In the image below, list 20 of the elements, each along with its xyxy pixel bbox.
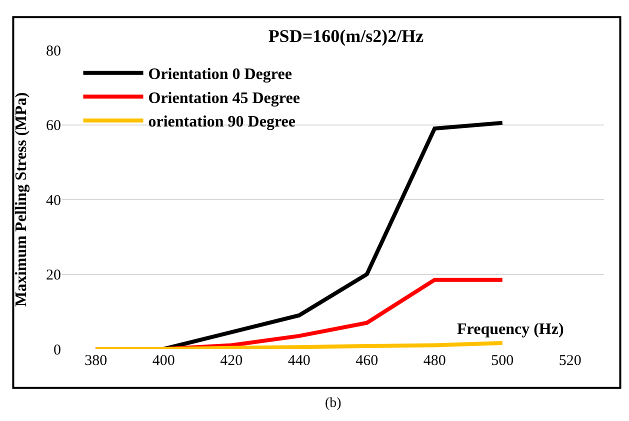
y-tick-label: 20 bbox=[46, 268, 61, 284]
legend-label: Orientation 45 Degree bbox=[148, 90, 300, 107]
y-tick-label: 60 bbox=[46, 118, 61, 134]
x-tick-label: 420 bbox=[220, 353, 243, 369]
chart-title: PSD=160(m/s2)2/Hz bbox=[268, 26, 424, 46]
x-tick-label: 460 bbox=[356, 353, 378, 369]
legend-label: Orientation 0 Degree bbox=[148, 66, 292, 84]
x-tick-label: 380 bbox=[84, 353, 108, 369]
x-tick-label: 520 bbox=[558, 353, 582, 369]
x-axis-title: Frequency (Hz) bbox=[457, 321, 564, 338]
y-axis-title: Maximum Pelling Stress (MPa) bbox=[12, 92, 30, 307]
y-tick-label: 0 bbox=[54, 342, 61, 358]
y-tick-label: 40 bbox=[46, 192, 61, 209]
x-tick-label: 480 bbox=[423, 353, 446, 369]
x-tick-label: 400 bbox=[152, 353, 175, 369]
legend-label: orientation 90 Degree bbox=[148, 114, 296, 131]
x-tick-label: 440 bbox=[288, 353, 310, 369]
text: (b) bbox=[325, 396, 342, 411]
y-tick-label: 80 bbox=[46, 43, 61, 60]
x-tick-label: 500 bbox=[491, 353, 514, 369]
